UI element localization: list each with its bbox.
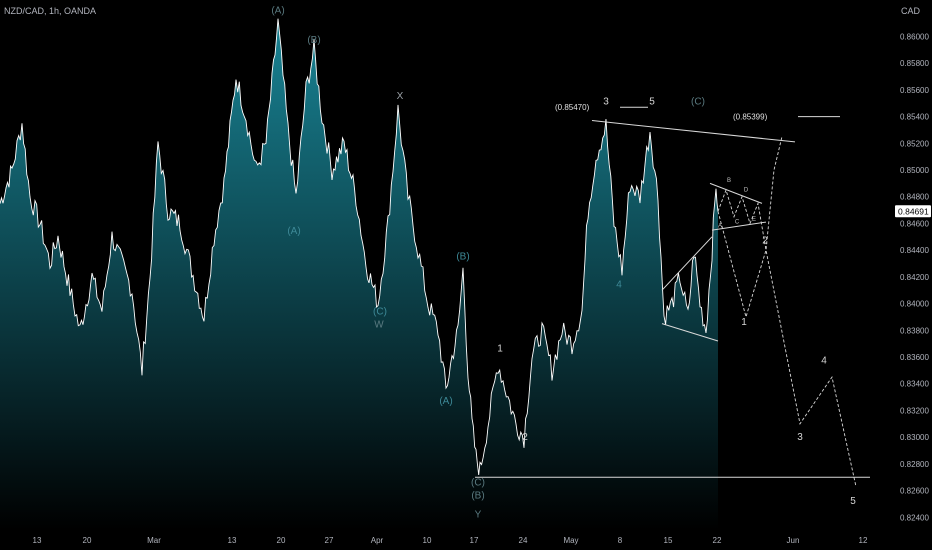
triangle-bottom-line: [711, 221, 767, 231]
wave-label: (A): [439, 396, 452, 407]
drawings-layer: [475, 106, 870, 487]
x-tick-label: 15: [664, 536, 673, 545]
x-tick-label: 13: [33, 536, 42, 545]
wave-label: D: [744, 187, 749, 193]
y-tick-label: 0.82800: [900, 460, 929, 469]
wave-label: 2: [522, 432, 528, 443]
wave-label: (C): [471, 477, 485, 488]
x-tick-label: 27: [325, 536, 334, 545]
last-price-box: 0.84691: [895, 205, 931, 218]
y-axis: 0.82400 0.82600 0.82800 0.83000 0.83200 0.834…: [900, 32, 929, 522]
wave-label: B: [727, 178, 731, 184]
x-tick-label: 12: [859, 536, 868, 545]
y-tick-label: 0.84400: [900, 246, 929, 255]
x-tick-label: 22: [713, 536, 722, 545]
y-tick-label: 0.82400: [900, 513, 929, 522]
x-tick-label: Jun: [787, 536, 800, 545]
wave-labels-layer: (0.85470) (0.85399) (A) (B) (A) X (C) W (B) (A) (C…: [271, 6, 856, 521]
wedge-bottom-line: [661, 323, 719, 342]
y-tick-label: 0.83000: [900, 433, 929, 442]
y-tick-label: 0.84800: [900, 193, 929, 202]
price-area: [0, 18, 718, 530]
projection-up-path: [717, 136, 783, 251]
wave-label: (A): [271, 6, 284, 17]
wave-label: (C): [373, 306, 387, 317]
x-tick-label: 20: [277, 536, 286, 545]
wave-label: 3: [797, 432, 803, 443]
y-tick-label: 0.84000: [900, 300, 929, 309]
wave-label: 2: [762, 235, 768, 246]
last-price-background: [895, 205, 931, 218]
triangle-top-line: [709, 182, 763, 204]
x-tick-label: 20: [83, 536, 92, 545]
wave-label: W: [374, 320, 384, 331]
wave-label: 4: [821, 356, 827, 367]
y-tick-label: 0.85400: [900, 113, 929, 122]
symbol-title: NZD/CAD, 1h, OANDA: [4, 6, 96, 16]
price-line: [0, 18, 719, 476]
x-tick-label: 17: [470, 536, 479, 545]
wave-label: 4: [616, 280, 622, 291]
currency-label: CAD: [901, 6, 921, 16]
y-tick-label: 0.85800: [900, 59, 929, 68]
wave-label: 5: [850, 496, 856, 507]
y-tick-label: 0.84600: [900, 219, 929, 228]
projection-down-path: [717, 211, 857, 487]
wave-label: Y: [475, 509, 482, 520]
y-tick-label: 0.83800: [900, 326, 929, 335]
y-tick-label: 0.83600: [900, 353, 929, 362]
wave-label: (B): [307, 35, 320, 46]
wave-label: E: [752, 217, 756, 223]
wave-label: 1: [497, 344, 503, 355]
y-tick-label: 0.85200: [900, 139, 929, 148]
y-tick-label: 0.83400: [900, 380, 929, 389]
y-tick-label: 0.84200: [900, 273, 929, 282]
wave-label: 5: [649, 97, 655, 108]
wedge-top-line: [661, 236, 713, 291]
y-tick-label: 0.85600: [900, 86, 929, 95]
y-tick-label: 0.83200: [900, 406, 929, 415]
target-level-label: (0.85399): [733, 113, 768, 122]
x-tick-label: 8: [618, 536, 623, 545]
x-tick-label: Apr: [371, 536, 384, 545]
target-level-label: (0.85470): [555, 103, 590, 112]
wave-label: (C): [691, 97, 705, 108]
price-area-layer: [0, 18, 719, 530]
x-tick-label: May: [563, 536, 578, 545]
x-tick-label: 13: [228, 536, 237, 545]
x-tick-label: 10: [423, 536, 432, 545]
wave-label: C: [735, 219, 740, 225]
resistance-line: [591, 120, 796, 143]
wave-label: 3: [603, 97, 609, 108]
wave-label: (B): [471, 491, 484, 502]
wave-label: (A): [287, 226, 300, 237]
y-tick-label: 0.82600: [900, 487, 929, 496]
x-tick-label: 24: [519, 536, 528, 545]
wave-label: (B): [456, 251, 469, 262]
wave-label: 1: [741, 317, 747, 328]
wave-label: A: [718, 223, 722, 229]
x-tick-label: Mar: [147, 536, 161, 545]
y-tick-label: 0.85000: [900, 166, 929, 175]
last-price-label: 0.84691: [898, 206, 929, 216]
y-tick-label: 0.86000: [900, 32, 929, 41]
x-axis: 13 20 Mar 13 20 27 Apr 10 17 24 May 8 15 22 Jun 12: [33, 536, 868, 545]
wave-label: X: [397, 91, 404, 102]
